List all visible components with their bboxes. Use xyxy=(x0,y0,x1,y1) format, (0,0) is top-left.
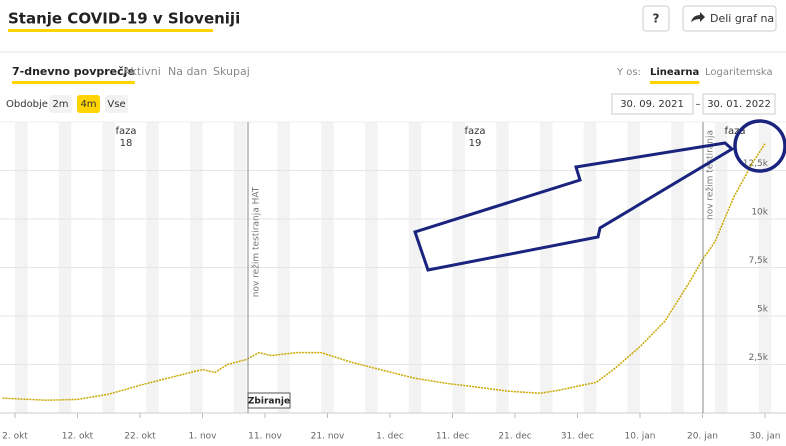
period-label: 2m xyxy=(52,99,68,110)
circle-overlay xyxy=(733,119,786,173)
x-tick-label: 30. jan xyxy=(750,432,781,442)
x-tick-label: 31. dec xyxy=(561,432,594,442)
event-box[interactable] xyxy=(247,392,291,409)
phase-label: faza xyxy=(724,126,745,137)
x-tick-label: 21. nov xyxy=(311,432,345,442)
phase-label: faza xyxy=(115,126,136,137)
date-separator: – xyxy=(696,99,701,110)
tab[interactable]: Aktivni xyxy=(123,65,161,78)
date-from-input[interactable] xyxy=(611,93,694,115)
period-label: Vse xyxy=(107,99,125,110)
x-tick-label: 11. nov xyxy=(248,432,282,442)
x-tick-label: 12. okt xyxy=(62,432,94,442)
date-from: 30. 09. 2021 xyxy=(620,99,684,110)
phase-number: 19 xyxy=(469,138,482,149)
y-tick-label: 12,5k xyxy=(743,159,769,169)
x-tick-label: 10. jan xyxy=(625,432,656,442)
scale-option[interactable]: Logaritemska xyxy=(705,67,773,78)
x-tick-label: 2. okt xyxy=(2,432,28,442)
page-title: Stanje COVID-19 v Sloveniji xyxy=(8,10,240,28)
x-tick-label: 1. dec xyxy=(376,432,404,442)
y-tick-label: 5k xyxy=(757,305,769,315)
y-axis-setting-label: Y os: xyxy=(616,67,641,78)
share-button[interactable] xyxy=(682,5,777,32)
date-to: 30. 01. 2022 xyxy=(707,99,771,110)
help-button[interactable] xyxy=(642,5,670,32)
period-button[interactable] xyxy=(77,95,100,113)
title-underline xyxy=(8,29,213,32)
y-tick-label: 2,5k xyxy=(748,353,768,363)
share-icon xyxy=(691,12,705,22)
x-tick-label: 1. nov xyxy=(189,432,218,442)
share-label: Deli graf na xyxy=(710,12,774,25)
y-tick-label: 10k xyxy=(751,208,768,218)
help-label: ? xyxy=(653,12,660,26)
tab[interactable]: Na dan xyxy=(168,65,207,78)
period-button[interactable] xyxy=(105,95,128,113)
period-button[interactable] xyxy=(49,95,72,113)
tab[interactable]: 7-dnevno povprečje xyxy=(12,65,135,78)
scale-option[interactable]: Linearna xyxy=(650,67,699,78)
x-tick-label: 20. jan xyxy=(687,432,718,442)
phase-label: faza xyxy=(464,126,485,137)
tab-underline xyxy=(12,81,135,84)
tab[interactable]: Skupaj xyxy=(213,65,250,78)
x-tick-label: 11. dec xyxy=(436,432,469,442)
period-label: 4m xyxy=(80,99,96,110)
y-tick-label: 7,5k xyxy=(748,256,768,266)
x-tick-label: 21. dec xyxy=(498,432,531,442)
scale-underline xyxy=(650,81,700,84)
event-box-label: Zbiranje xyxy=(248,397,290,407)
period-label: Obdobje xyxy=(6,99,48,110)
phase-number: 18 xyxy=(120,138,133,149)
event-label: nov režim testiranja xyxy=(706,130,716,220)
data-line xyxy=(2,143,766,401)
date-to-input[interactable] xyxy=(702,93,776,115)
x-tick-label: 22. okt xyxy=(124,432,156,442)
event-label: nov režim testiranja HAT xyxy=(252,186,262,297)
arrow-overlay xyxy=(413,141,735,272)
